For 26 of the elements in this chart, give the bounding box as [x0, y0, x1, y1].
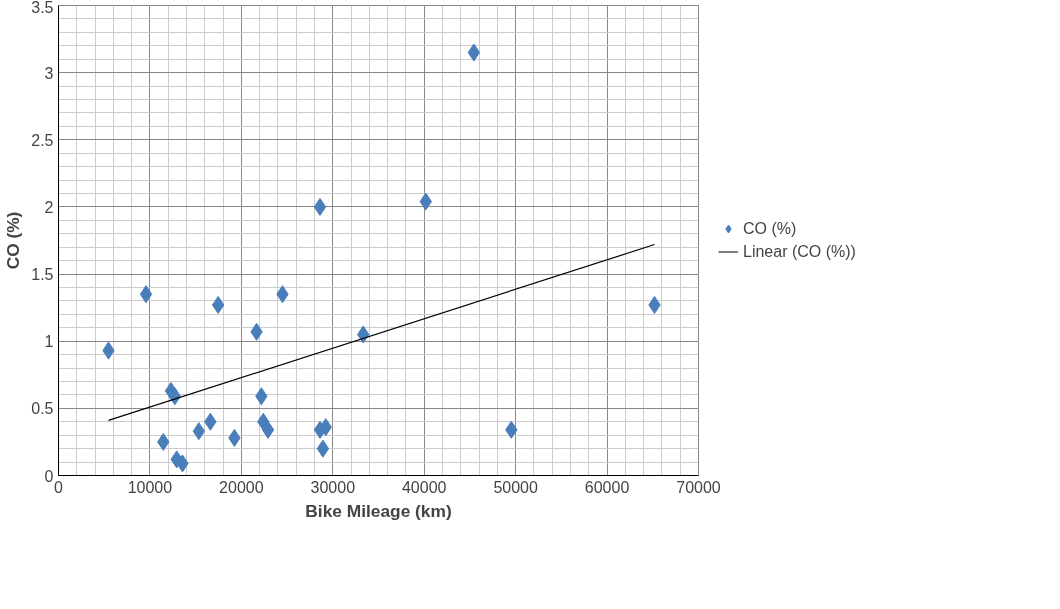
x-tick-label: 40000 [401, 478, 447, 496]
point [192, 422, 206, 441]
point [261, 420, 275, 439]
point [211, 295, 225, 314]
x-tick-label: 60000 [584, 478, 630, 496]
y-axis-title: CO (%) [3, 211, 24, 270]
y-tick-label: 1.5 [31, 266, 54, 284]
y-tick-label: 2.5 [31, 131, 54, 149]
x-tick-label: 30000 [310, 478, 356, 496]
x-tick-label: 10000 [127, 478, 173, 496]
y-tick-label: 3.5 [31, 0, 54, 16]
point [139, 285, 153, 304]
y-tick-label: 3 [44, 64, 54, 82]
x-axis-title: Bike Mileage (km) [305, 500, 452, 521]
legend-label: CO (%) [743, 219, 797, 238]
y-tick-label: 2 [44, 198, 54, 216]
point [313, 197, 327, 216]
x-tick-label: 20000 [219, 478, 264, 496]
legend-label: Linear (CO (%)) [743, 242, 856, 261]
point [467, 43, 481, 62]
point [316, 439, 330, 458]
y-tick-label: 0.5 [31, 400, 54, 418]
y-tick-label: 0 [44, 467, 54, 485]
y-tick-label: 1 [44, 333, 54, 351]
x-tick-label: 50000 [493, 478, 538, 496]
x-tick-label: 70000 [676, 478, 721, 496]
